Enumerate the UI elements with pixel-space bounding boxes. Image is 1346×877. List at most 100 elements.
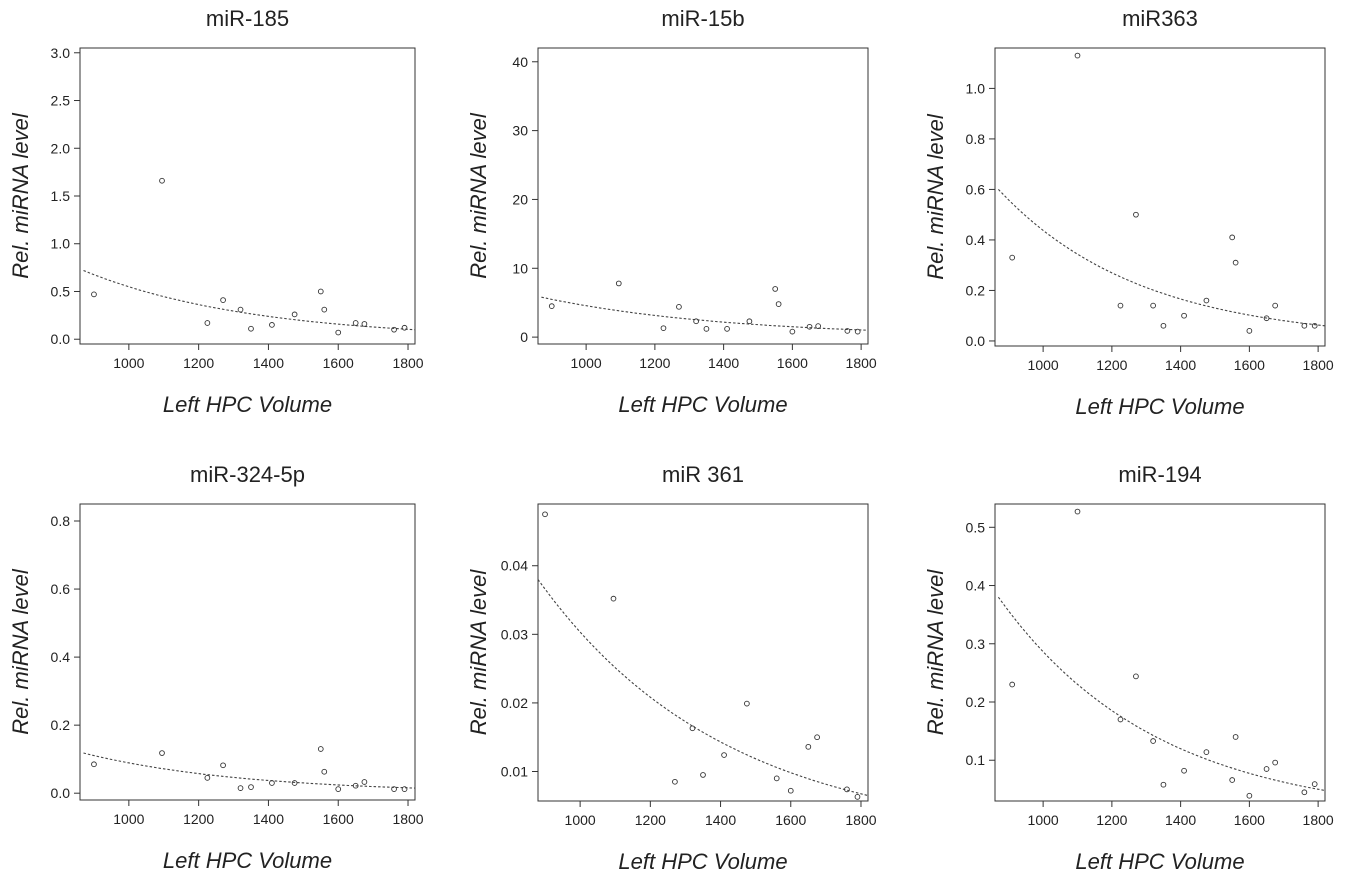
trend-line [83, 752, 416, 789]
data-point [1133, 211, 1139, 218]
x-tick-label: 1000 [113, 811, 144, 827]
data-point [1301, 322, 1308, 329]
data-point [854, 794, 861, 800]
data-point [672, 778, 678, 785]
x-tick-label: 1600 [323, 355, 354, 371]
y-tick-label: 1.0 [966, 80, 986, 96]
trend-line [997, 596, 1326, 792]
data-point [1009, 681, 1016, 688]
x-tick-label: 1800 [392, 355, 423, 371]
data-point [159, 750, 165, 756]
data-point [237, 785, 244, 791]
y-axis-label: Rel. miRNA level [466, 112, 491, 279]
x-tick-label: 1400 [1165, 812, 1196, 828]
x-tick-label: 1400 [705, 812, 736, 828]
y-axis-label: Rel. miRNA level [466, 569, 491, 736]
data-point [291, 780, 298, 786]
y-tick-label: 0.1 [966, 752, 986, 768]
data-point [1181, 312, 1187, 319]
chart-title: miR-15b [661, 6, 744, 31]
y-tick-label: 0.5 [966, 519, 986, 535]
y-tick-label: 0.5 [51, 283, 71, 299]
data-point [1301, 789, 1308, 796]
chart-panel-3: miR363 1000 1200 1400 1600 1800 0.0 0.2 0.4 0.6 0.… [923, 6, 1334, 419]
data-point [844, 786, 850, 793]
x-tick-label: 1400 [253, 811, 284, 827]
chart-panel-5: miR 361 1000 1200 1400 1600 1800 0.01 0.02 0.03 0… [466, 462, 877, 874]
chart-title: miR-194 [1118, 462, 1201, 487]
x-tick-label: 1400 [1165, 357, 1196, 373]
data-point [1232, 734, 1239, 740]
y-tick-label: 0.03 [501, 626, 528, 642]
x-tick-label: 1200 [183, 811, 214, 827]
chart-panel-4: miR-324-5p 1000 1200 1400 1600 1800 0.0 0.2 0.4 0… [8, 462, 424, 873]
x-tick-label: 1600 [1234, 812, 1265, 828]
x-tick-label: 1600 [775, 812, 806, 828]
x-tick-label: 1000 [571, 355, 602, 371]
x-axis-label: Left HPC Volume [618, 849, 787, 872]
x-tick-label: 1200 [1096, 812, 1127, 828]
data-point [335, 329, 342, 336]
data-point [1181, 767, 1187, 774]
plot-frame [537, 503, 869, 802]
trend-line [998, 189, 1326, 327]
y-tick-label: 0.4 [51, 649, 71, 665]
data-point [159, 177, 165, 184]
data-point [321, 768, 328, 775]
y-tick-label: 0 [520, 329, 528, 345]
data-point [700, 772, 706, 778]
chart-title: miR 361 [662, 462, 744, 487]
y-tick-label: 0.8 [51, 513, 71, 529]
plot-frame [79, 47, 416, 345]
data-point [335, 786, 342, 792]
data-point [1246, 327, 1253, 334]
data-point [1263, 766, 1270, 772]
data-point [854, 328, 861, 335]
data-point [401, 324, 408, 331]
data-point [689, 725, 696, 732]
data-point [1150, 738, 1156, 744]
y-tick-label: 10 [512, 260, 528, 276]
y-tick-label: 0.0 [51, 785, 71, 801]
chart-title: miR-185 [206, 6, 289, 31]
y-tick-label: 2.0 [51, 140, 71, 156]
data-point [204, 775, 211, 781]
x-tick-label: 1600 [777, 355, 808, 371]
x-tick-label: 1400 [708, 355, 739, 371]
data-point [703, 326, 710, 332]
data-point [220, 762, 226, 769]
data-point [352, 782, 359, 789]
data-point [1229, 777, 1236, 783]
data-point [1263, 315, 1270, 322]
data-point [248, 784, 254, 790]
y-tick-label: 3.0 [51, 45, 71, 61]
data-point [1203, 749, 1210, 755]
data-point [660, 325, 667, 332]
data-point [269, 780, 275, 786]
chart-title: miR-324-5p [190, 462, 305, 487]
x-axis-label: Left HPC Volume [163, 848, 332, 872]
x-axis-label: Left HPC Volume [163, 392, 332, 417]
x-tick-label: 1000 [1028, 812, 1059, 828]
x-axis-label: Left HPC Volume [1075, 849, 1244, 872]
data-point [1150, 302, 1156, 309]
trend-line [83, 269, 416, 331]
data-point [615, 280, 622, 287]
data-point [1246, 792, 1253, 799]
data-point [237, 306, 244, 313]
data-point [806, 323, 813, 330]
data-point [391, 786, 397, 792]
data-point [1074, 508, 1081, 515]
data-point [317, 288, 324, 295]
data-point [1203, 297, 1210, 304]
data-point [1272, 759, 1279, 766]
y-axis-label: Rel. miRNA level [8, 112, 33, 279]
data-point [814, 734, 820, 741]
data-point [1311, 781, 1318, 787]
y-tick-label: 0.01 [501, 764, 528, 780]
y-tick-label: 2.5 [51, 93, 71, 109]
data-point [693, 318, 699, 325]
x-tick-label: 1200 [183, 355, 214, 371]
y-tick-label: 1.0 [51, 236, 71, 252]
